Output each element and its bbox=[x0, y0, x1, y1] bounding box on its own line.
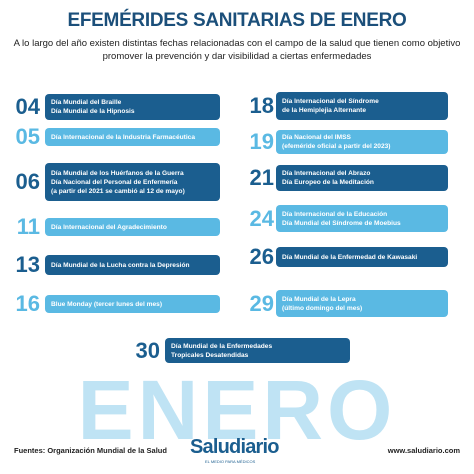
day-number: 21 bbox=[249, 165, 274, 190]
subtitle-line: A lo largo del año existen distintas fec… bbox=[13, 38, 461, 49]
day-number: 16 bbox=[15, 291, 40, 316]
event-text: (último domingo del mes) bbox=[282, 304, 363, 312]
brand-tagline: EL MEDIO PARA MÉDICOS bbox=[205, 459, 256, 464]
event-box: Día Mundial de la Enfermedad de Kawasaki bbox=[276, 247, 448, 267]
event-text: Día Internacional del Síndrome bbox=[282, 98, 379, 105]
event-text: Día Mundial del Braille bbox=[51, 99, 122, 106]
event-text: Día Mundial del Síndrome de Moebius bbox=[282, 219, 401, 227]
event-text: Día Internacional del Agradecimiento bbox=[51, 223, 167, 231]
event-text: Día Nacional del Personal de Enfermería bbox=[51, 178, 178, 186]
day-number: 13 bbox=[15, 252, 40, 277]
event-text: Día Internacional de la Educación bbox=[282, 210, 388, 218]
subtitle-line: promover la prevención y dar visibilidad… bbox=[102, 51, 372, 62]
event-box: Día Internacional del Abrazo Día Europeo … bbox=[276, 165, 448, 191]
event-text: Día Mundial de la Hipnosis bbox=[51, 108, 135, 115]
day-number: 06 bbox=[15, 169, 40, 194]
event-box: Día Internacional del Síndrome de la Hemi… bbox=[276, 92, 448, 120]
website: www.saludiario.com bbox=[387, 446, 460, 455]
event-box: Día Internacional de la Educación Día Mun… bbox=[276, 205, 448, 232]
event-box: Día Mundial de los Huérfanos de la Guerr… bbox=[45, 163, 220, 201]
event-text: Día Nacional del IMSS bbox=[282, 134, 351, 141]
title: EFEMÉRIDES SANITARIAS DE ENERO bbox=[67, 10, 407, 31]
event-box: Día Mundial de la Lepra (último domingo d… bbox=[276, 290, 448, 317]
event-text: Blue Monday (tercer lunes del mes) bbox=[51, 300, 163, 308]
event-text: Tropicales Desatendidas bbox=[171, 351, 249, 359]
event-box: Día Mundial de la Enfermedades Tropicales… bbox=[165, 338, 350, 363]
event-text: Día Internacional del Abrazo bbox=[282, 170, 371, 177]
event-text: de la Hemiplejia Alternante bbox=[282, 107, 367, 114]
day-number: 30 bbox=[135, 337, 160, 363]
day-number: 04 bbox=[15, 94, 40, 119]
event-text: (a partir del 2021 se cambió al 12 de ma… bbox=[51, 187, 185, 195]
source: Fuentes: Organización Mundial de la Salu… bbox=[14, 446, 167, 455]
event-text: (efeméride oficial a partir del 2023) bbox=[282, 143, 391, 150]
event-text: Día Mundial de la Enfermedades bbox=[171, 342, 273, 350]
day-number: 11 bbox=[16, 214, 40, 239]
event-text: Día Internacional de la Industria Farmac… bbox=[51, 133, 196, 141]
event-text: Día Mundial de la Lucha contra la Depres… bbox=[51, 261, 190, 269]
brand-logo: Saludiario bbox=[190, 436, 280, 458]
day-number: 24 bbox=[249, 205, 274, 231]
event-box: Día Mundial del Braille Día Mundial de la… bbox=[45, 94, 220, 120]
event-box: Blue Monday (tercer lunes del mes) bbox=[45, 295, 220, 313]
event-box: Día Internacional del Agradecimiento bbox=[45, 218, 220, 236]
day-number: 05 bbox=[15, 124, 40, 149]
event-text: Día Europeo de la Meditación bbox=[282, 179, 374, 186]
day-number: 26 bbox=[249, 244, 274, 269]
event-text: Día Mundial de los Huérfanos de la Guerr… bbox=[51, 169, 184, 177]
event-box: Día Internacional de la Industria Farmac… bbox=[45, 128, 220, 146]
event-text: Día Mundial de la Enfermedad de Kawasaki bbox=[282, 253, 418, 261]
day-number: 19 bbox=[249, 129, 274, 154]
event-text: Día Mundial de la Lepra bbox=[282, 295, 356, 303]
day-number: 18 bbox=[249, 93, 274, 118]
event-box: Día Mundial de la Lucha contra la Depres… bbox=[45, 255, 220, 275]
month-watermark: ENERO bbox=[77, 363, 397, 457]
event-box: Día Nacional del IMSS (efeméride oficial … bbox=[276, 130, 448, 154]
day-number: 29 bbox=[249, 290, 274, 316]
